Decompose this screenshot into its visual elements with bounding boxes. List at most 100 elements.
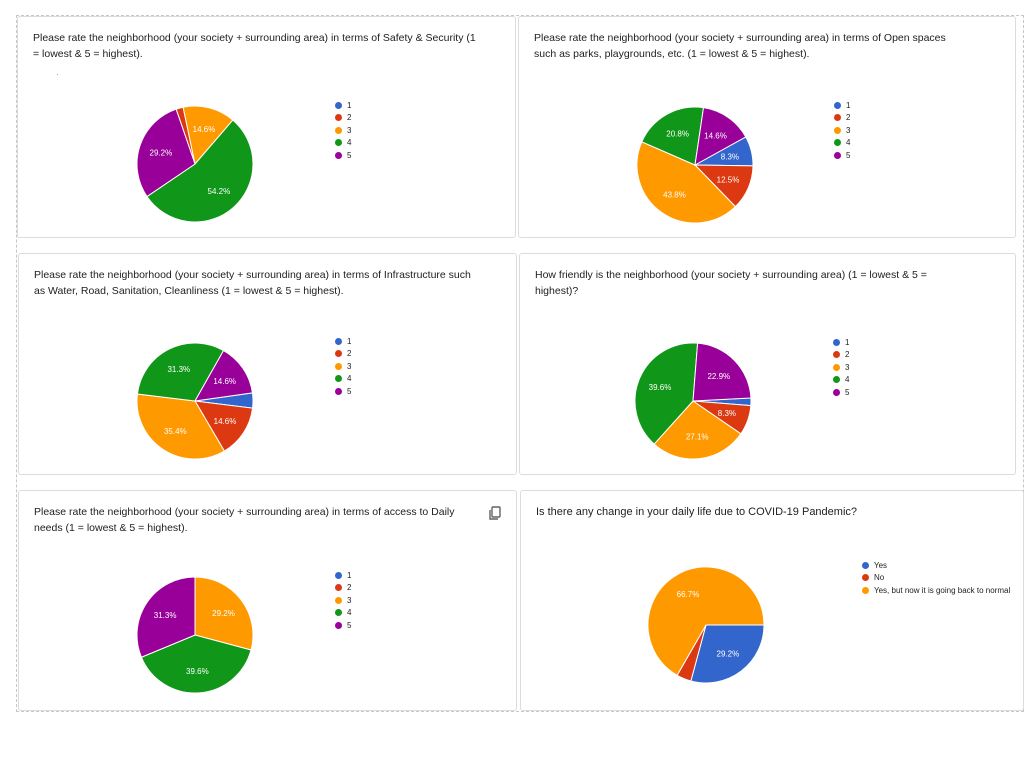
legend-label: 3: [347, 595, 352, 605]
legend-item: 1: [834, 99, 850, 112]
pie-slice-5: [136, 576, 196, 658]
legend-label: 1: [845, 337, 850, 347]
pie-slice-3: [194, 576, 254, 651]
legend-item: 2: [834, 112, 850, 125]
pie-slice-4: [140, 634, 252, 694]
chart-legend: 1 2 3 4 5: [335, 569, 351, 632]
legend-label: 5: [846, 150, 851, 160]
legend-swatch: [335, 126, 342, 134]
legend-swatch: [834, 101, 841, 109]
pie-slice-5: [694, 107, 747, 166]
legend-swatch: [862, 586, 869, 594]
question-title: How friendly is the neighborhood (your s…: [535, 269, 927, 297]
pie-slice-3: [136, 393, 226, 460]
pie-slice-5: [692, 342, 752, 402]
question-title: Please rate the neighborhood (your socie…: [34, 506, 455, 534]
stray-mark: ·: [56, 69, 59, 79]
legend-label: 1: [846, 100, 851, 110]
slice-data-label: 22.9%: [707, 372, 730, 381]
slice-data-label: 66.7%: [677, 590, 700, 599]
slice-data-label: 14.6%: [213, 377, 236, 386]
pie-slice-4: [146, 119, 254, 223]
slice-data-label: 8.3%: [718, 409, 736, 418]
legend-item: 3: [833, 361, 849, 374]
slice-data-label: 14.6%: [193, 125, 216, 134]
slice-data-label: 14.6%: [214, 417, 237, 426]
legend-swatch: [833, 338, 840, 346]
legend-label: 2: [347, 583, 352, 593]
slice-data-label: 39.6%: [649, 383, 672, 392]
legend-item: 3: [335, 360, 351, 373]
legend-item: 4: [335, 373, 351, 386]
pie-slice-2: [194, 400, 254, 452]
legend-item: 4: [335, 137, 351, 150]
legend-item: Yes: [862, 559, 1010, 572]
chart-card-infrastructure: Please rate the neighborhood (your socie…: [18, 253, 517, 475]
legend-label: 4: [347, 608, 352, 618]
legend-swatch: [862, 561, 869, 569]
legend-label: 3: [347, 361, 352, 371]
legend-label: 3: [347, 125, 352, 135]
legend-item: 5: [834, 149, 850, 162]
chart-legend: Yes No Yes, but now it is going back to no…: [862, 559, 1010, 597]
legend-swatch: [862, 574, 869, 582]
slice-data-label: 39.6%: [186, 667, 209, 676]
legend-item: 2: [833, 349, 849, 362]
legend-item: 1: [335, 569, 351, 582]
pie-chart: 8.3% 27.1% 39.6% 22.9%: [634, 342, 752, 460]
legend-label: 5: [347, 620, 352, 630]
pie-slice-4: [634, 342, 699, 445]
legend-label: 3: [846, 125, 851, 135]
legend-swatch: [335, 609, 342, 617]
legend-label: Yes: [874, 560, 888, 570]
legend-label: 5: [347, 386, 352, 396]
chart-legend: 1 2 3 4 5: [335, 335, 351, 398]
slice-data-label: 12.5%: [717, 175, 740, 184]
slice-data-label: 14.6%: [704, 131, 727, 140]
legend-item: 5: [335, 385, 351, 398]
legend-label: 5: [347, 150, 352, 160]
pie-slice-5: [194, 349, 254, 402]
legend-item: 1: [833, 336, 849, 349]
legend-label: 1: [347, 336, 352, 346]
question-title: Please rate the neighborhood (your socie…: [534, 32, 946, 60]
legend-label: 4: [846, 138, 851, 148]
pie-chart: 14.6% 54.2% 29.2%: [136, 105, 254, 223]
legend-swatch: [335, 337, 342, 345]
pie-chart: 29.2% 39.6% 31.3%: [136, 576, 254, 694]
legend-label: 1: [347, 100, 352, 110]
legend-item: 5: [335, 619, 351, 632]
copy-icon[interactable]: [487, 505, 503, 521]
pie-slice-4: [136, 342, 225, 402]
chart-card-open-spaces: Please rate the neighborhood (your socie…: [518, 16, 1016, 238]
question-title: Is there any change in your daily life d…: [536, 506, 858, 518]
pie-chart: 14.6% 35.4% 31.3% 14.6%: [136, 342, 254, 460]
chart-card-daily-needs: Please rate the neighborhood (your socie…: [18, 490, 517, 711]
legend-label: 4: [347, 374, 352, 384]
legend-item: 2: [335, 582, 351, 595]
legend-swatch: [335, 350, 342, 358]
legend-swatch: [833, 376, 840, 384]
legend-item: No: [862, 572, 1010, 585]
pie-slice-3: [636, 141, 737, 224]
chart-card-covid: Is there any change in your daily life d…: [520, 490, 1024, 711]
slice-data-label: 29.2%: [150, 149, 173, 158]
pie-slice-yes-but-now-it-is-going-back-to-normal: [647, 566, 765, 676]
legend-swatch: [834, 126, 841, 134]
pie-chart: 8.3% 12.5% 43.8% 20.8% 14.6%: [636, 106, 754, 224]
legend-item: Yes, but now it is going back to normal: [862, 584, 1010, 597]
legend-swatch: [834, 151, 841, 159]
legend-label: 3: [845, 362, 850, 372]
legend-label: 2: [347, 113, 352, 123]
legend-swatch: [833, 351, 840, 359]
legend-label: 5: [845, 387, 850, 397]
legend-swatch: [335, 596, 342, 604]
legend-swatch: [335, 101, 342, 109]
chart-legend: 1 2 3 4 5: [335, 99, 351, 162]
legend-item: 3: [834, 124, 850, 137]
legend-item: 5: [833, 386, 849, 399]
legend-swatch: [335, 151, 342, 159]
legend-label: 4: [845, 375, 850, 385]
legend-item: 4: [834, 137, 850, 150]
legend-label: 2: [846, 113, 851, 123]
